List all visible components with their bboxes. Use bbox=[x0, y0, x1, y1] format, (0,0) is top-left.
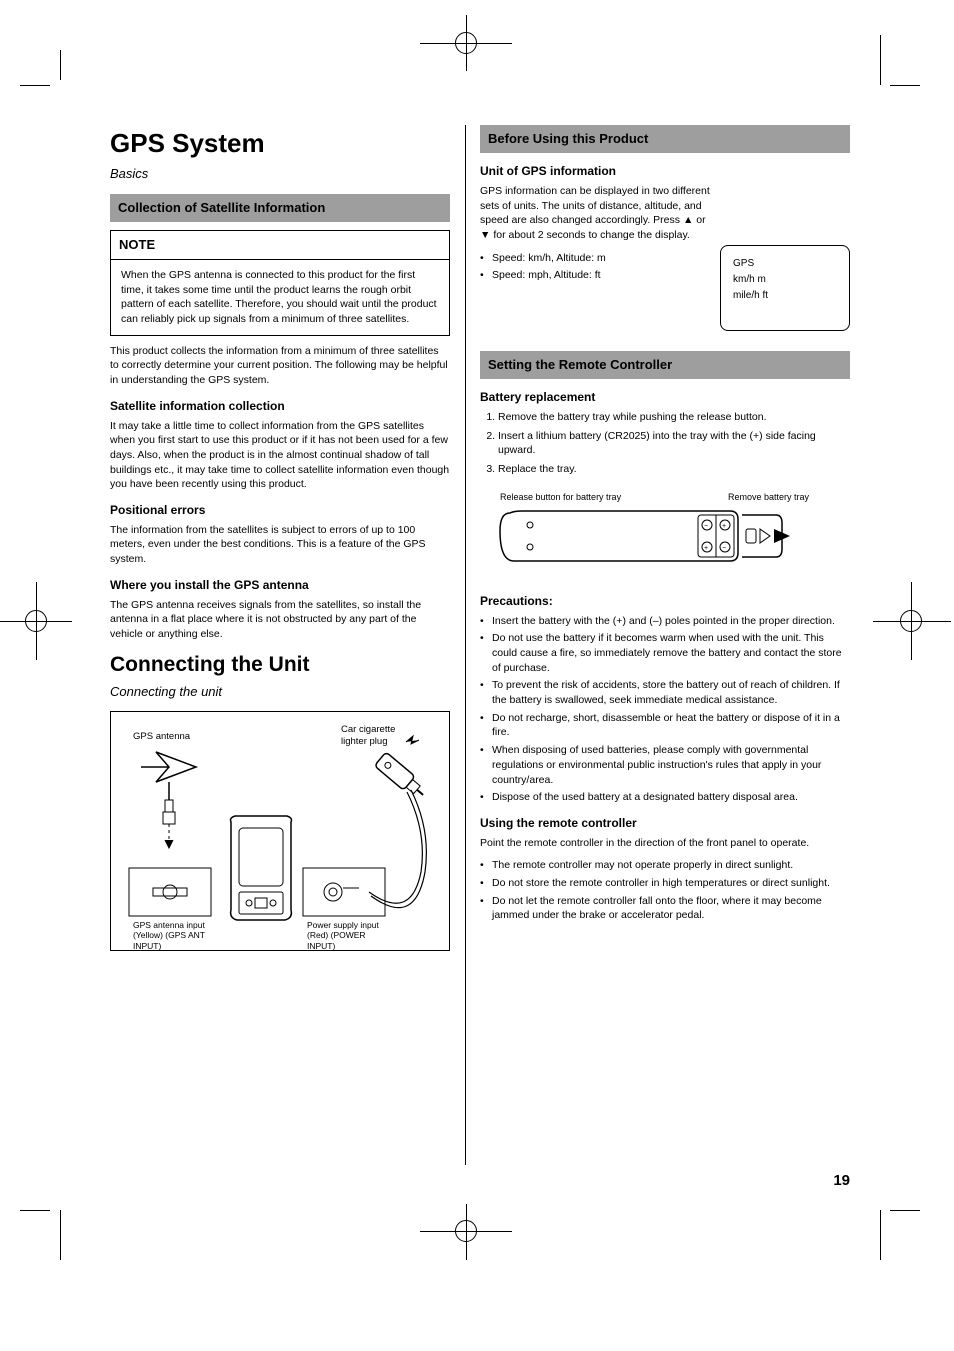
svg-text:−: − bbox=[722, 545, 726, 552]
list-item: Do not use the battery if it becomes war… bbox=[480, 631, 850, 675]
precautions-heading: Precautions: bbox=[480, 593, 850, 610]
subsection-antenna: Where you install the GPS antenna bbox=[110, 577, 450, 594]
using-remote-heading: Using the remote controller bbox=[480, 815, 850, 832]
list-item: When disposing of used batteries, please… bbox=[480, 743, 850, 787]
note-box: NOTE When the GPS antenna is connected t… bbox=[110, 230, 450, 336]
list-item: Speed: mph, Altitude: ft bbox=[480, 268, 690, 283]
remove-tray-label: Remove battery tray bbox=[728, 491, 809, 504]
battery-steps: Remove the battery tray while pushing th… bbox=[480, 410, 850, 477]
note-body: When the GPS antenna is connected to thi… bbox=[111, 260, 449, 335]
list-item: Remove the battery tray while pushing th… bbox=[498, 410, 850, 425]
right-column: Before Using this Product Unit of GPS in… bbox=[480, 125, 850, 931]
using-remote-list: The remote controller may not operate pr… bbox=[480, 858, 850, 923]
antenna-paragraph: The GPS antenna receives signals from th… bbox=[110, 598, 450, 642]
display-line: mile/h ft bbox=[733, 288, 837, 304]
column-divider bbox=[465, 125, 466, 1165]
svg-text:−: − bbox=[704, 523, 708, 530]
list-item: Insert a lithium battery (CR2025) into t… bbox=[498, 429, 850, 458]
release-button-label: Release button for battery tray bbox=[500, 491, 621, 504]
battery-heading: Battery replacement bbox=[480, 389, 850, 406]
gps-input-label: GPS antenna input (Yellow) (GPS ANT INPU… bbox=[133, 920, 215, 951]
page-title: GPS System bbox=[110, 125, 450, 161]
intro-paragraph: This product collects the information fr… bbox=[110, 344, 450, 388]
section-bar-satellite: Collection of Satellite Information bbox=[110, 194, 450, 222]
power-input-label: Power supply input (Red) (POWER INPUT) bbox=[307, 920, 389, 951]
svg-text:+: + bbox=[722, 523, 726, 530]
section-bar-before-using: Before Using this Product bbox=[480, 125, 850, 153]
page-number: 19 bbox=[833, 1170, 850, 1191]
wiring-diagram bbox=[111, 712, 449, 950]
unit-list: Speed: km/h, Altitude: m Speed: mph, Alt… bbox=[480, 251, 690, 283]
list-item: Insert the battery with the (+) and (–) … bbox=[480, 614, 850, 629]
collection-paragraph: It may take a little time to collect inf… bbox=[110, 419, 450, 492]
errors-paragraph: The information from the satellites is s… bbox=[110, 523, 450, 567]
precautions-list: Insert the battery with the (+) and (–) … bbox=[480, 614, 850, 805]
list-item: Replace the tray. bbox=[498, 462, 850, 477]
display-mockup: GPS km/h m mile/h ft bbox=[720, 245, 850, 331]
subsection-errors: Positional errors bbox=[110, 502, 450, 519]
section-bar-remote: Setting the Remote Controller bbox=[480, 351, 850, 379]
left-column: GPS System Basics Collection of Satellit… bbox=[110, 125, 450, 951]
list-item: The remote controller may not operate pr… bbox=[480, 858, 850, 873]
unit-info-heading: Unit of GPS information bbox=[480, 163, 850, 180]
connecting-subtitle: Connecting the unit bbox=[110, 683, 450, 701]
note-heading: NOTE bbox=[111, 231, 449, 260]
svg-text:+: + bbox=[704, 545, 708, 552]
unit-info-paragraph: GPS information can be displayed in two … bbox=[480, 184, 850, 243]
plug-label: Car cigarette lighter plug bbox=[341, 724, 421, 747]
connecting-title: Connecting the Unit bbox=[110, 650, 450, 679]
antenna-label: GPS antenna bbox=[133, 730, 190, 743]
list-item: Do not store the remote controller in hi… bbox=[480, 876, 850, 891]
page-content: GPS System Basics Collection of Satellit… bbox=[110, 125, 850, 1175]
subsection-collection: Satellite information collection bbox=[110, 398, 450, 415]
list-item: Dispose of the used battery at a designa… bbox=[480, 790, 850, 805]
wiring-figure: GPS antenna GPS antenna input (Yellow) (… bbox=[110, 711, 450, 951]
list-item: To prevent the risk of accidents, store … bbox=[480, 678, 850, 707]
list-item: Speed: km/h, Altitude: m bbox=[480, 251, 690, 266]
up-triangle-icon: ▲ bbox=[683, 213, 693, 228]
using-remote-paragraph: Point the remote controller in the direc… bbox=[480, 836, 850, 851]
remote-figure: − + + − Release button for battery tray … bbox=[480, 489, 820, 581]
display-line: km/h m bbox=[733, 272, 837, 288]
display-line: GPS bbox=[733, 256, 837, 272]
subtitle: Basics bbox=[110, 165, 450, 183]
down-triangle-icon: ▼ bbox=[480, 228, 490, 243]
list-item: Do not recharge, short, disassemble or h… bbox=[480, 711, 850, 740]
list-item: Do not let the remote controller fall on… bbox=[480, 894, 850, 923]
